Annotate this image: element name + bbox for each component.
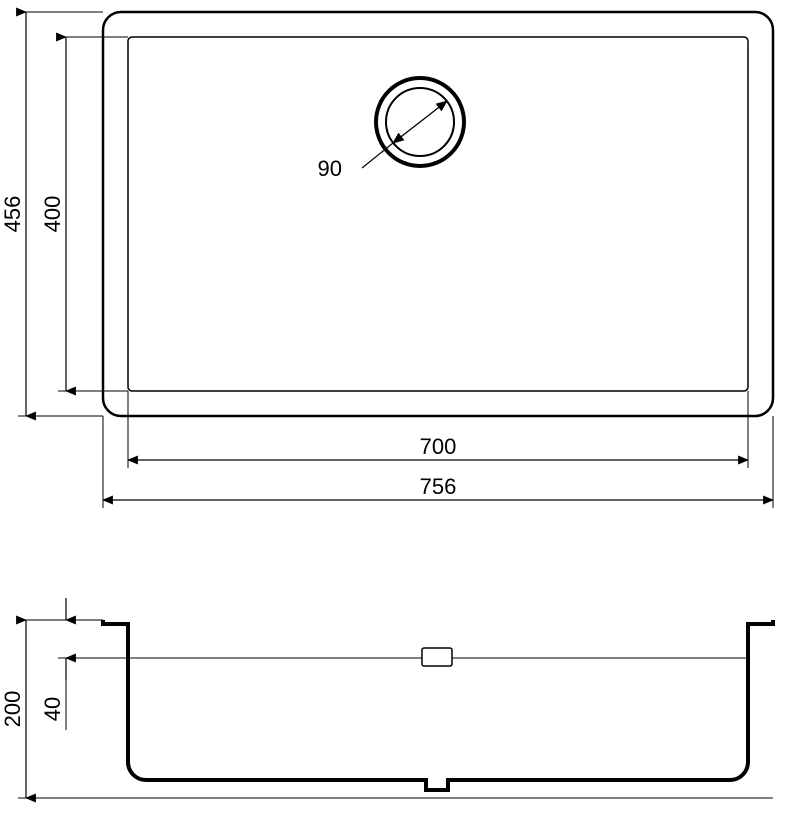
section-outline <box>103 620 773 790</box>
overflow-opening <box>422 648 452 666</box>
drain: 90 <box>318 78 464 181</box>
section-dimensions: 200 40 <box>0 598 128 798</box>
dim-400-label: 400 <box>40 196 65 233</box>
dim-756-label: 756 <box>420 474 457 499</box>
drain-dim-label: 90 <box>318 156 342 181</box>
dim-200-label: 200 <box>0 691 25 728</box>
dim-700-label: 700 <box>420 434 457 459</box>
section-view <box>103 620 773 798</box>
drain-leader <box>362 143 393 168</box>
drain-diameter-arrow <box>393 101 447 143</box>
top-dimensions: 700 756 456 400 <box>0 12 773 508</box>
dim-40-label: 40 <box>40 697 65 721</box>
inner-rect <box>128 37 748 391</box>
outer-rect <box>103 12 773 416</box>
technical-drawing: 90 700 756 456 400 <box>0 0 800 840</box>
top-view: 90 <box>103 12 773 416</box>
dim-456-label: 456 <box>0 196 25 233</box>
